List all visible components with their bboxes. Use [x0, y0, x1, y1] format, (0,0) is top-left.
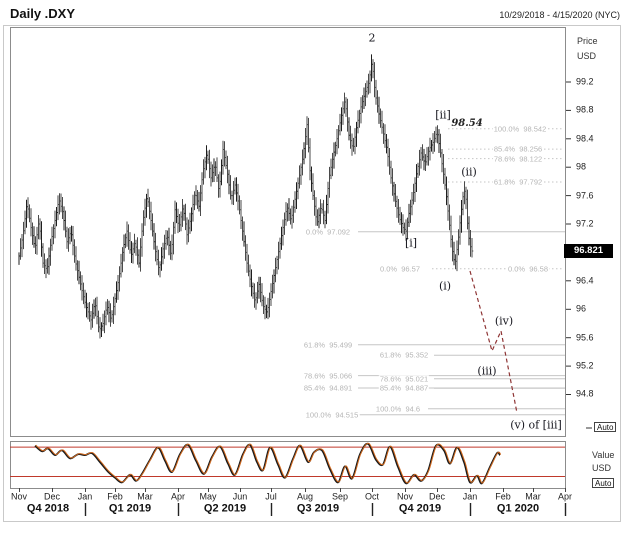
- fib-level-label: 100.0% 98.542: [492, 124, 548, 133]
- elliott-wave-label: (v) of [iii]: [510, 418, 562, 432]
- fib-level-label: 61.8% 97.792: [492, 177, 544, 187]
- price-tick-label: 97.2: [576, 218, 594, 229]
- fib-level-label: 0.0% 96.57: [378, 264, 422, 274]
- month-label: Jan: [462, 491, 478, 502]
- month-label: Feb: [495, 491, 511, 502]
- price-tick-label: 94.8: [576, 388, 594, 399]
- month-label: Mar: [525, 491, 541, 502]
- elliott-wave-label: [i]: [404, 236, 418, 250]
- month-label: Apr: [170, 491, 186, 502]
- indicator-axis-currency: USD: [592, 463, 612, 473]
- price-tick-label: 97.6: [576, 190, 594, 201]
- elliott-wave-label: 98.54: [451, 118, 483, 129]
- fib-level-label: 78.6% 95.021: [378, 374, 430, 384]
- indicator-axis-auto-button[interactable]: Auto: [592, 478, 615, 488]
- price-tick-label: 96: [576, 303, 587, 314]
- price-tick-label: 98.4: [576, 133, 594, 144]
- price-axis-auto-button[interactable]: Auto: [594, 422, 617, 432]
- month-label: Sep: [331, 491, 349, 502]
- elliott-wave-label: (iii): [477, 364, 497, 378]
- elliott-wave-label: (ii): [461, 165, 477, 179]
- fib-level-label: 85.4% 94.891: [302, 383, 354, 393]
- fib-level-label: 61.8% 95.352: [378, 350, 430, 360]
- elliott-wave-label: (iv): [494, 314, 514, 328]
- month-label: Feb: [107, 491, 123, 502]
- fib-level-label: 85.4% 94.887: [378, 383, 430, 393]
- month-label: Jun: [232, 491, 248, 502]
- elliott-wave-label: 2: [368, 31, 376, 45]
- quarter-label: Q4 2019: [398, 502, 442, 515]
- month-label: Aug: [296, 491, 314, 502]
- fib-level-label: 78.6% 95.066: [302, 370, 354, 380]
- fib-level-label: 100.0% 94.515: [304, 409, 360, 419]
- fib-level-label: 100.0% 94.6: [374, 403, 422, 413]
- price-axis-title: Price: [577, 36, 598, 46]
- month-label: Dec: [428, 491, 446, 502]
- price-tick-label: 98.8: [576, 104, 594, 115]
- chart-title: Daily .DXY: [10, 6, 76, 21]
- quarter-label: Q2 2019: [203, 502, 247, 515]
- month-label: Nov: [10, 491, 28, 502]
- quarter-label: Q1 2020: [496, 502, 540, 515]
- price-tick-label: 95.2: [576, 360, 594, 371]
- month-label: Dec: [43, 491, 61, 502]
- month-label: Jul: [265, 491, 277, 502]
- price-tick-label: 96.4: [576, 275, 594, 286]
- fib-level-label: 61.8% 95.499: [302, 340, 354, 350]
- month-label: May: [199, 491, 217, 502]
- fib-level-label: 0.0% 96.58: [506, 264, 550, 274]
- month-label: Apr: [557, 491, 573, 502]
- quarter-label: Q1 2019: [108, 502, 152, 515]
- month-label: Jan: [77, 491, 93, 502]
- fib-level-label: 0.0% 97.092: [304, 226, 352, 236]
- price-tick-label: 99.2: [576, 76, 594, 87]
- date-range-label: 10/29/2018 - 4/15/2020 (NYC): [499, 10, 620, 20]
- fib-level-label: 85.4% 98.256: [492, 144, 544, 154]
- elliott-wave-label: [ii]: [435, 108, 451, 122]
- elliott-wave-label: (i): [438, 279, 452, 293]
- fib-level-label: 78.6% 98.122: [492, 153, 544, 163]
- month-label: Mar: [137, 491, 153, 502]
- month-label: Nov: [396, 491, 414, 502]
- last-price-badge: 96.821: [564, 244, 613, 258]
- quarter-label: Q4 2018: [26, 502, 70, 515]
- month-label: Oct: [364, 491, 380, 502]
- indicator-axis-title: Value: [592, 450, 615, 460]
- price-axis-currency: USD: [577, 51, 597, 61]
- quarter-label: Q3 2019: [296, 502, 340, 515]
- price-tick-label: 98: [576, 161, 587, 172]
- price-tick-label: 95.6: [576, 332, 594, 343]
